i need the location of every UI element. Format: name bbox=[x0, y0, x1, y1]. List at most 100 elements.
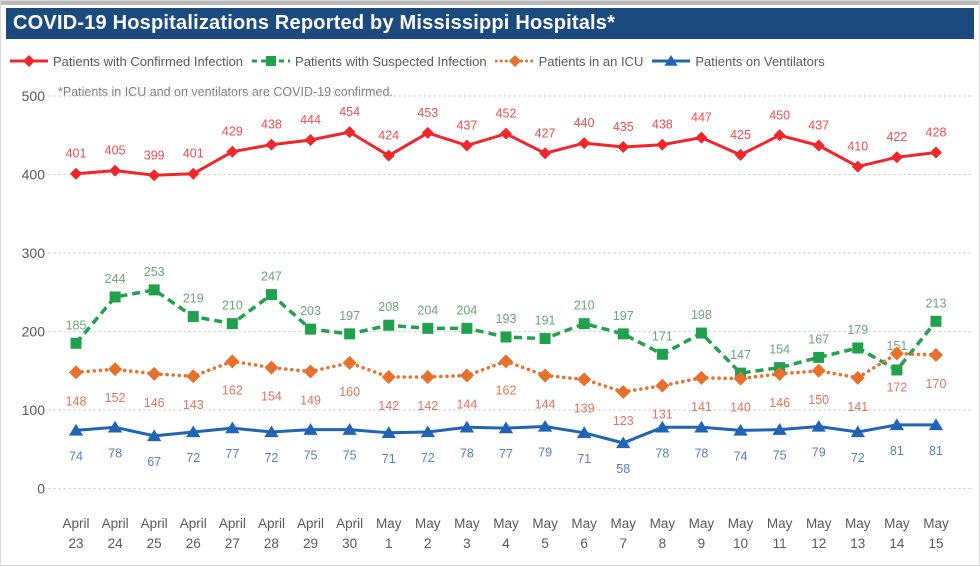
patients-in-an-icu-point[interactable] bbox=[577, 372, 592, 387]
patients-on-ventilators-point[interactable] bbox=[537, 419, 553, 432]
patients-with-confirmed-infection-point[interactable] bbox=[70, 167, 82, 180]
x-tick-month: April bbox=[297, 516, 324, 531]
patients-with-suspected-infection-point[interactable] bbox=[695, 327, 707, 339]
patients-with-suspected-infection-point[interactable] bbox=[422, 322, 434, 334]
patients-with-suspected-infection-point[interactable] bbox=[70, 337, 82, 349]
x-tick-month: May bbox=[611, 516, 637, 531]
patients-with-suspected-infection-point[interactable] bbox=[578, 318, 590, 330]
patients-on-ventilators-point[interactable] bbox=[147, 429, 162, 442]
patients-on-ventilators-point[interactable] bbox=[850, 425, 865, 438]
patients-with-confirmed-infection-point[interactable] bbox=[929, 146, 942, 159]
patients-with-confirmed-infection-point[interactable] bbox=[890, 151, 903, 164]
legend-item-patients-with-confirmed-infection[interactable]: Patients with Confirmed Infection bbox=[9, 53, 243, 69]
patients-with-confirmed-infection-point[interactable] bbox=[773, 129, 786, 142]
patients-on-ventilators-point[interactable] bbox=[772, 423, 787, 435]
patients-with-confirmed-infection-point[interactable] bbox=[656, 138, 669, 151]
patients-on-ventilators-point[interactable] bbox=[811, 419, 826, 432]
patients-in-an-icu-point[interactable] bbox=[264, 360, 279, 375]
patients-in-an-icu-point[interactable] bbox=[889, 346, 904, 361]
patients-in-an-icu-point[interactable] bbox=[147, 366, 162, 381]
patients-with-confirmed-infection-point[interactable] bbox=[460, 139, 473, 152]
patients-with-confirmed-infection-point[interactable] bbox=[812, 139, 825, 152]
patients-on-ventilators-point[interactable] bbox=[303, 423, 318, 435]
patients-with-confirmed-infection-point[interactable] bbox=[109, 164, 122, 177]
patients-on-ventilators-point[interactable] bbox=[616, 436, 631, 449]
patients-with-confirmed-infection-point[interactable] bbox=[617, 141, 630, 154]
patients-on-ventilators-point[interactable] bbox=[264, 425, 279, 438]
patients-with-suspected-infection-point[interactable] bbox=[305, 323, 317, 335]
legend-item-patients-in-an-icu[interactable]: Patients in an ICU bbox=[494, 53, 643, 69]
patients-on-ventilators-point[interactable] bbox=[577, 426, 592, 438]
patients-on-ventilators-point[interactable] bbox=[225, 421, 240, 434]
patients-in-an-icu-point[interactable] bbox=[342, 355, 357, 370]
patients-with-confirmed-infection-point[interactable] bbox=[695, 131, 708, 144]
patients-in-an-icu-point[interactable] bbox=[928, 348, 943, 363]
patients-in-an-icu-point[interactable] bbox=[186, 369, 201, 384]
patients-with-confirmed-infection-point[interactable] bbox=[851, 160, 864, 173]
patients-on-ventilators-point[interactable] bbox=[459, 420, 475, 433]
patients-with-suspected-infection-point[interactable] bbox=[109, 291, 121, 303]
patients-on-ventilators-point[interactable] bbox=[928, 418, 944, 431]
patients-in-an-icu-point[interactable] bbox=[498, 354, 513, 369]
patients-with-suspected-infection-point[interactable] bbox=[187, 311, 199, 323]
patients-with-confirmed-infection-point[interactable] bbox=[226, 145, 239, 158]
patients-with-confirmed-infection-point[interactable] bbox=[343, 126, 356, 139]
patients-with-confirmed-infection-point[interactable] bbox=[578, 137, 591, 150]
patients-on-ventilators-point[interactable] bbox=[107, 420, 123, 433]
patients-in-an-icu-point[interactable] bbox=[381, 370, 396, 385]
patients-with-suspected-infection-point[interactable] bbox=[226, 318, 238, 330]
y-tick-label: 100 bbox=[22, 402, 46, 418]
patients-in-an-icu-point[interactable] bbox=[420, 370, 435, 385]
legend-item-patients-on-ventilators[interactable]: Patients on Ventilators bbox=[651, 53, 825, 69]
patients-with-confirmed-infection-point[interactable] bbox=[734, 148, 747, 161]
legend-item-patients-with-suspected-infection[interactable]: Patients with Suspected Infection bbox=[251, 53, 487, 69]
patients-on-ventilators-point[interactable] bbox=[420, 425, 435, 438]
patients-with-confirmed-infection-point[interactable] bbox=[421, 126, 434, 139]
x-tick-day: 3 bbox=[463, 536, 471, 551]
patients-with-suspected-infection-point[interactable] bbox=[656, 348, 668, 360]
patients-with-suspected-infection-point[interactable] bbox=[148, 284, 160, 296]
patients-in-an-icu-point[interactable] bbox=[694, 370, 709, 385]
patients-with-suspected-infection-point[interactable] bbox=[891, 364, 903, 376]
patients-on-ventilators-point[interactable] bbox=[694, 420, 709, 433]
patients-on-ventilators-point[interactable] bbox=[655, 420, 670, 433]
patients-with-confirmed-infection-point[interactable] bbox=[382, 149, 395, 162]
patients-in-an-icu-point[interactable] bbox=[538, 368, 553, 383]
patients-on-ventilators-point[interactable] bbox=[733, 423, 748, 436]
patients-in-an-icu-point[interactable] bbox=[616, 384, 631, 399]
patients-on-ventilators-point[interactable] bbox=[342, 423, 357, 435]
patients-with-confirmed-infection-point[interactable] bbox=[187, 167, 200, 180]
data-label: 144 bbox=[456, 397, 477, 411]
patients-on-ventilators-point[interactable] bbox=[68, 423, 84, 436]
patients-in-an-icu-point[interactable] bbox=[459, 368, 474, 383]
patients-in-an-icu-point[interactable] bbox=[108, 362, 123, 377]
patients-with-suspected-infection-point[interactable] bbox=[383, 319, 395, 331]
patients-in-an-icu-point[interactable] bbox=[811, 363, 826, 378]
patients-with-suspected-infection-point[interactable] bbox=[461, 322, 473, 334]
patients-with-suspected-infection-point[interactable] bbox=[852, 342, 864, 354]
patients-with-suspected-infection-point[interactable] bbox=[813, 351, 825, 363]
patients-with-suspected-infection-point[interactable] bbox=[500, 331, 512, 343]
patients-in-an-icu-point[interactable] bbox=[69, 365, 83, 380]
patients-with-confirmed-infection-point[interactable] bbox=[304, 133, 317, 146]
patients-on-ventilators-point[interactable] bbox=[889, 418, 905, 431]
patients-in-an-icu-point[interactable] bbox=[733, 371, 748, 386]
patients-in-an-icu-point[interactable] bbox=[772, 366, 787, 381]
patients-with-confirmed-infection-point[interactable] bbox=[539, 147, 552, 160]
patients-with-suspected-infection-point[interactable] bbox=[930, 315, 942, 327]
patients-with-suspected-infection-point[interactable] bbox=[344, 328, 356, 340]
patients-on-ventilators-point[interactable] bbox=[381, 426, 396, 438]
patients-in-an-icu-point[interactable] bbox=[225, 354, 240, 369]
patients-in-an-icu-point[interactable] bbox=[303, 364, 318, 379]
patients-with-confirmed-infection-point[interactable] bbox=[265, 138, 278, 151]
patients-with-confirmed-infection-point[interactable] bbox=[499, 127, 512, 140]
patients-with-suspected-infection-point[interactable] bbox=[539, 333, 551, 345]
patients-in-an-icu-point[interactable] bbox=[655, 378, 670, 393]
patients-with-suspected-infection-point[interactable] bbox=[265, 289, 277, 301]
patients-on-ventilators-point[interactable] bbox=[186, 425, 201, 438]
x-tick-month: May bbox=[767, 516, 793, 531]
patients-with-suspected-infection-point[interactable] bbox=[617, 328, 629, 340]
patients-with-confirmed-infection-point[interactable] bbox=[148, 169, 161, 182]
patients-on-ventilators-point[interactable] bbox=[498, 421, 514, 434]
patients-in-an-icu-point[interactable] bbox=[850, 370, 865, 385]
